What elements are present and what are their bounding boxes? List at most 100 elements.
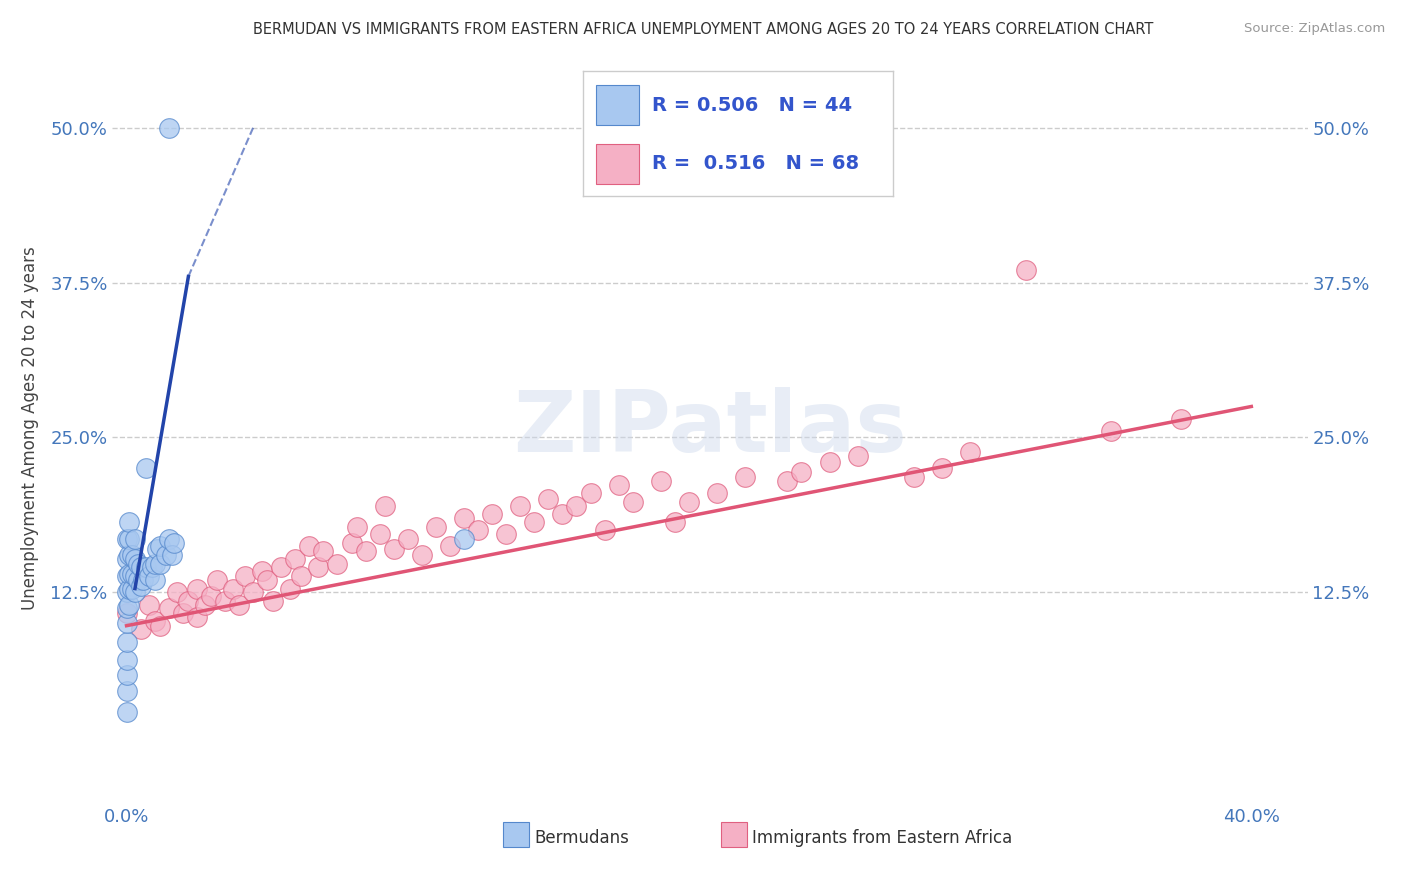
Point [565, 499, 588, 513]
Point [118, 582, 141, 596]
Point [411, 548, 433, 562]
Point [146, 541, 169, 556]
Point [818, 455, 841, 469]
Text: Source: ZipAtlas.com: Source: ZipAtlas.com [1244, 22, 1385, 36]
Point [115, 569, 138, 583]
Point [129, 623, 152, 637]
Point [186, 582, 208, 596]
Point [326, 557, 349, 571]
Point [129, 579, 152, 593]
Point [121, 582, 143, 596]
Y-axis label: Unemployment Among Ages 20 to 24 years: Unemployment Among Ages 20 to 24 years [21, 246, 39, 610]
Point [368, 527, 391, 541]
Point [118, 598, 141, 612]
Point [149, 540, 172, 554]
Text: Immigrants from Eastern Africa: Immigrants from Eastern Africa [752, 830, 1012, 847]
Point [284, 551, 307, 566]
Text: BERMUDAN VS IMMIGRANTS FROM EASTERN AFRICA UNEMPLOYMENT AMONG AGES 20 TO 24 YEAR: BERMUDAN VS IMMIGRANTS FROM EASTERN AFRI… [253, 22, 1153, 37]
Point [118, 566, 141, 581]
Point [537, 492, 560, 507]
Point [135, 560, 157, 574]
Point [157, 120, 180, 135]
Point [706, 486, 728, 500]
Point [155, 548, 177, 562]
Point [177, 594, 200, 608]
Point [157, 532, 180, 546]
Point [233, 569, 256, 583]
Point [157, 601, 180, 615]
Point [298, 540, 321, 554]
Point [270, 560, 292, 574]
Point [124, 585, 146, 599]
Point [228, 598, 250, 612]
Point [222, 582, 245, 596]
Point [124, 532, 146, 546]
Point [509, 499, 531, 513]
Point [346, 519, 368, 533]
Point [262, 594, 284, 608]
Point [127, 557, 149, 571]
Point [579, 486, 602, 500]
Point [621, 495, 644, 509]
Bar [596, 144, 640, 184]
Point [200, 589, 222, 603]
Point [453, 532, 475, 546]
Point [551, 507, 574, 521]
Point [132, 573, 155, 587]
Point [453, 511, 475, 525]
Point [163, 535, 186, 549]
Point [205, 573, 228, 587]
Point [115, 653, 138, 667]
Point [138, 598, 160, 612]
Point [214, 594, 236, 608]
Text: Bermudans: Bermudans [534, 830, 628, 847]
Point [127, 573, 149, 587]
Point [135, 461, 157, 475]
Point [354, 544, 377, 558]
Point [115, 585, 138, 599]
Point [664, 515, 686, 529]
Point [118, 515, 141, 529]
Point [141, 560, 163, 574]
Point [124, 569, 146, 583]
Point [523, 515, 546, 529]
Point [115, 601, 138, 615]
Point [734, 470, 756, 484]
Point [650, 474, 672, 488]
Point [138, 569, 160, 583]
Point [374, 499, 396, 513]
Point [115, 635, 138, 649]
Point [340, 535, 363, 549]
Point [290, 569, 312, 583]
Point [172, 607, 194, 621]
Bar [596, 85, 640, 125]
Point [467, 524, 489, 538]
Point [439, 540, 461, 554]
Text: ZIPatlas: ZIPatlas [513, 386, 907, 470]
Point [425, 519, 447, 533]
Point [278, 582, 301, 596]
Point [959, 445, 981, 459]
Point [312, 544, 335, 558]
Point [186, 610, 208, 624]
Point [118, 548, 141, 562]
Text: R = 0.506   N = 44: R = 0.506 N = 44 [651, 95, 852, 114]
Point [115, 684, 138, 698]
Point [256, 573, 278, 587]
Point [115, 532, 138, 546]
Point [143, 557, 166, 571]
Text: R =  0.516   N = 68: R = 0.516 N = 68 [651, 154, 859, 173]
Point [242, 585, 264, 599]
Point [149, 557, 172, 571]
Point [143, 573, 166, 587]
Point [115, 616, 138, 631]
Point [307, 560, 329, 574]
Point [121, 548, 143, 562]
Point [495, 527, 517, 541]
Point [1015, 263, 1038, 277]
Point [776, 474, 799, 488]
Point [396, 532, 419, 546]
Point [115, 706, 138, 720]
Point [194, 598, 217, 612]
Point [115, 607, 138, 621]
